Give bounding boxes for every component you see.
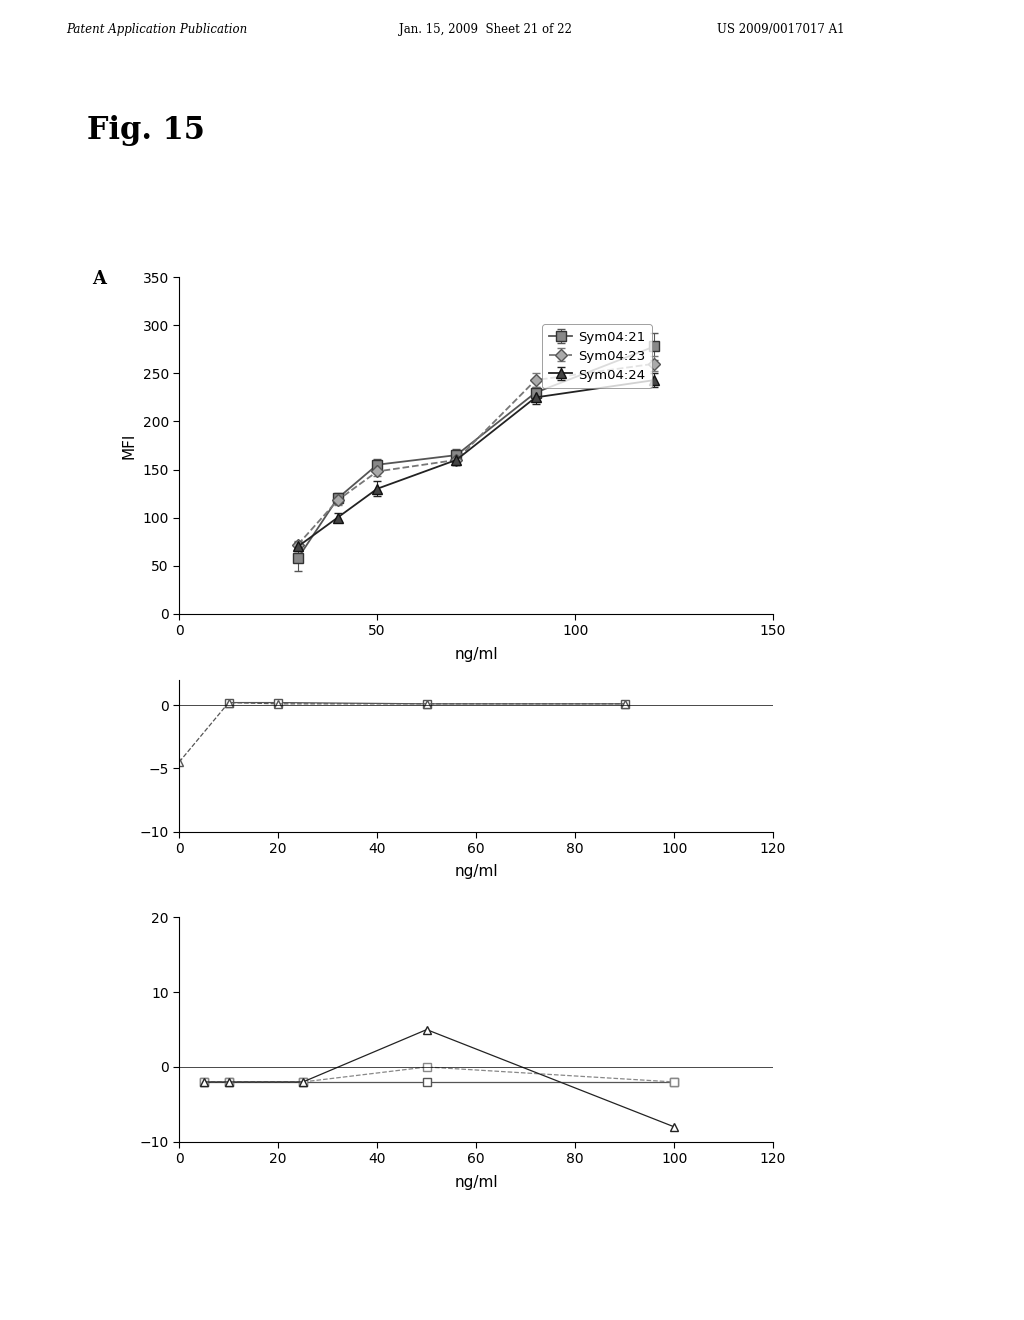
Text: Patent Application Publication: Patent Application Publication xyxy=(67,22,248,36)
X-axis label: ng/ml: ng/ml xyxy=(455,1175,498,1189)
Text: Jan. 15, 2009  Sheet 21 of 22: Jan. 15, 2009 Sheet 21 of 22 xyxy=(399,22,572,36)
Legend: Sym04:21, Sym04:23, Sym04:24: Sym04:21, Sym04:23, Sym04:24 xyxy=(542,325,651,388)
Text: US 2009/0017017 A1: US 2009/0017017 A1 xyxy=(717,22,845,36)
Y-axis label: MFI: MFI xyxy=(122,433,137,458)
X-axis label: ng/ml: ng/ml xyxy=(455,647,498,661)
Text: A: A xyxy=(92,269,106,288)
Text: Fig. 15: Fig. 15 xyxy=(87,115,205,145)
X-axis label: ng/ml: ng/ml xyxy=(455,865,498,879)
